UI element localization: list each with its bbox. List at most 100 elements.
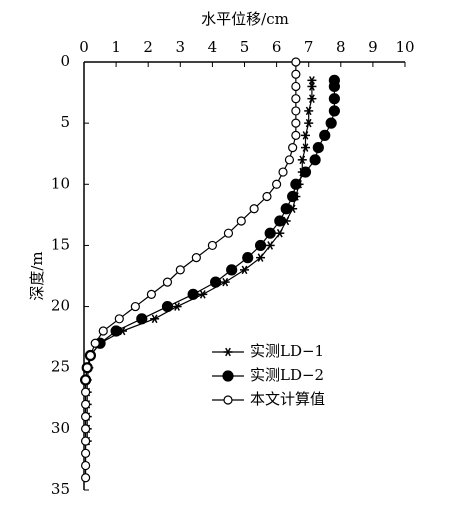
marker-filled: [110, 325, 122, 337]
marker-star: [275, 228, 285, 238]
marker-filled: [328, 80, 340, 93]
marker-open: [90, 338, 100, 348]
marker-open: [291, 130, 301, 140]
marker-open: [114, 314, 124, 324]
x-tick-label: 5: [240, 38, 250, 56]
marker-open: [207, 240, 217, 251]
marker-open: [272, 179, 282, 189]
marker-star: [307, 94, 317, 103]
marker-star: [150, 314, 160, 324]
marker-filled: [328, 105, 340, 117]
star-stroke: [257, 253, 264, 262]
marker-open: [291, 69, 301, 79]
marker-open: [223, 228, 234, 238]
star-stroke: [305, 118, 312, 128]
x-tick-label: 6: [272, 38, 282, 56]
y-tick-label: 20: [51, 297, 70, 315]
marker-star: [220, 277, 230, 287]
marker-filled: [136, 313, 148, 325]
star-stroke: [222, 277, 229, 287]
marker-open: [85, 350, 96, 361]
marker-filled: [226, 264, 238, 276]
marker-star: [300, 143, 310, 152]
x-tick-label: 0: [79, 38, 89, 56]
marker-star: [304, 118, 314, 128]
marker-open: [291, 57, 301, 67]
marker-open: [249, 204, 259, 214]
marker-open: [81, 448, 91, 458]
marker-star: [297, 155, 307, 165]
marker-open: [81, 460, 91, 471]
marker-open: [291, 94, 301, 104]
marker-filled: [287, 190, 299, 203]
marker-star: [300, 131, 310, 140]
marker-open: [223, 395, 233, 405]
star-stroke: [276, 228, 283, 238]
marker-open: [98, 326, 108, 336]
marker-star: [256, 253, 266, 262]
x-tick-label: 1: [111, 38, 121, 56]
marker-filled: [319, 129, 331, 141]
star-stroke: [151, 314, 158, 324]
marker-filled: [312, 142, 324, 154]
marker-open: [82, 363, 92, 373]
marker-star: [307, 82, 317, 91]
y-tick-label: 25: [51, 358, 70, 376]
marker-open: [191, 253, 201, 263]
legend-label: 实测LD−2: [250, 366, 324, 384]
marker-open: [175, 265, 185, 275]
marker-open: [236, 216, 246, 226]
marker-filled: [325, 117, 337, 129]
x-tick-label: 2: [143, 38, 153, 56]
marker-filled: [309, 154, 321, 166]
y-tick-label: 15: [51, 235, 70, 253]
marker-filled: [290, 178, 302, 190]
y-tick-label: 0: [60, 52, 70, 70]
star-stroke: [267, 241, 274, 250]
marker-filled: [280, 203, 292, 215]
marker-open: [288, 143, 298, 153]
x-tick-label: 8: [336, 38, 346, 56]
x-tick-label: 10: [395, 38, 414, 56]
x-tick-label: 3: [176, 38, 186, 56]
marker-open: [278, 167, 288, 177]
marker-open: [291, 106, 301, 116]
y-tick-label: 5: [60, 113, 70, 131]
marker-filled: [161, 300, 174, 313]
marker-star: [172, 302, 182, 311]
marker-filled: [222, 370, 234, 382]
marker-open: [130, 301, 140, 312]
marker-open: [146, 289, 157, 299]
marker-star: [240, 265, 249, 275]
star-stroke: [302, 131, 309, 140]
x-tick-label: 7: [304, 38, 314, 56]
star-stroke: [299, 155, 306, 165]
series-line: [85, 62, 297, 478]
marker-filled: [299, 166, 312, 178]
marker-star: [304, 106, 314, 116]
legend-label: 实测LD−1: [250, 342, 324, 360]
marker-open: [81, 436, 91, 446]
star-stroke: [241, 265, 248, 275]
marker-filled: [264, 227, 276, 239]
marker-open: [81, 424, 91, 434]
marker-filled: [210, 276, 222, 288]
marker-open: [81, 375, 91, 385]
y-tick-label: 35: [51, 480, 70, 498]
star-stroke: [199, 290, 206, 299]
marker-open: [291, 81, 301, 92]
star-stroke: [174, 302, 180, 311]
marker-open: [291, 118, 301, 128]
marker-open: [262, 191, 272, 202]
x-tick-label: 4: [208, 38, 218, 56]
y-tick-label: 30: [51, 419, 70, 437]
marker-filled: [187, 288, 199, 300]
star-stroke: [309, 82, 315, 91]
marker-filled: [254, 239, 267, 252]
star-stroke: [302, 143, 309, 152]
x-tick-label: 9: [368, 38, 378, 56]
star-stroke: [305, 106, 312, 116]
marker-open: [81, 387, 91, 397]
marker-open: [81, 399, 91, 409]
